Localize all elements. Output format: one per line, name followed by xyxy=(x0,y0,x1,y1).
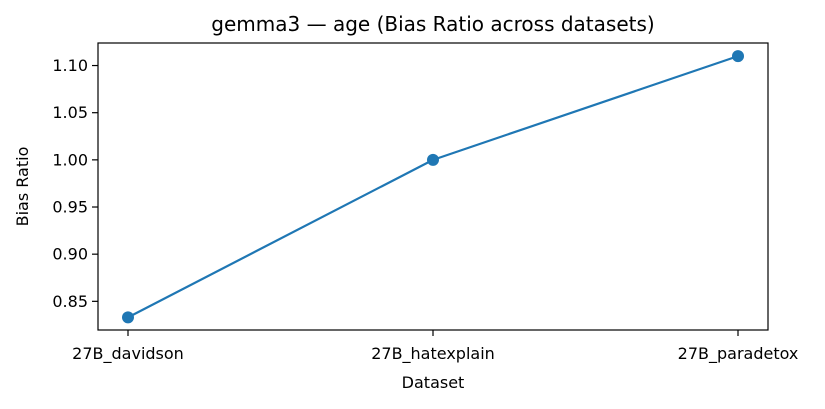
y-axis-label: Bias Ratio xyxy=(13,147,32,227)
data-point xyxy=(427,153,439,166)
y-tick-label: 0.95 xyxy=(52,198,88,217)
y-tick-label: 0.85 xyxy=(52,292,88,311)
x-tick-label: 27B_davidson xyxy=(72,344,184,364)
data-point xyxy=(122,311,134,324)
x-tick-label: 27B_hatexplain xyxy=(371,344,495,364)
plot-area-frame xyxy=(97,42,769,331)
chart-title: gemma3 — age (Bias Ratio across datasets… xyxy=(211,12,654,36)
y-tick-label: 1.10 xyxy=(52,56,88,75)
x-tick-label: 27B_paradetox xyxy=(678,344,799,364)
y-tick-label: 0.90 xyxy=(52,245,88,264)
y-tick-label: 1.05 xyxy=(52,103,88,122)
data-point xyxy=(732,50,744,63)
y-tick-label: 1.00 xyxy=(52,150,88,169)
x-axis-label: Dataset xyxy=(402,373,465,392)
series-line xyxy=(126,55,740,319)
